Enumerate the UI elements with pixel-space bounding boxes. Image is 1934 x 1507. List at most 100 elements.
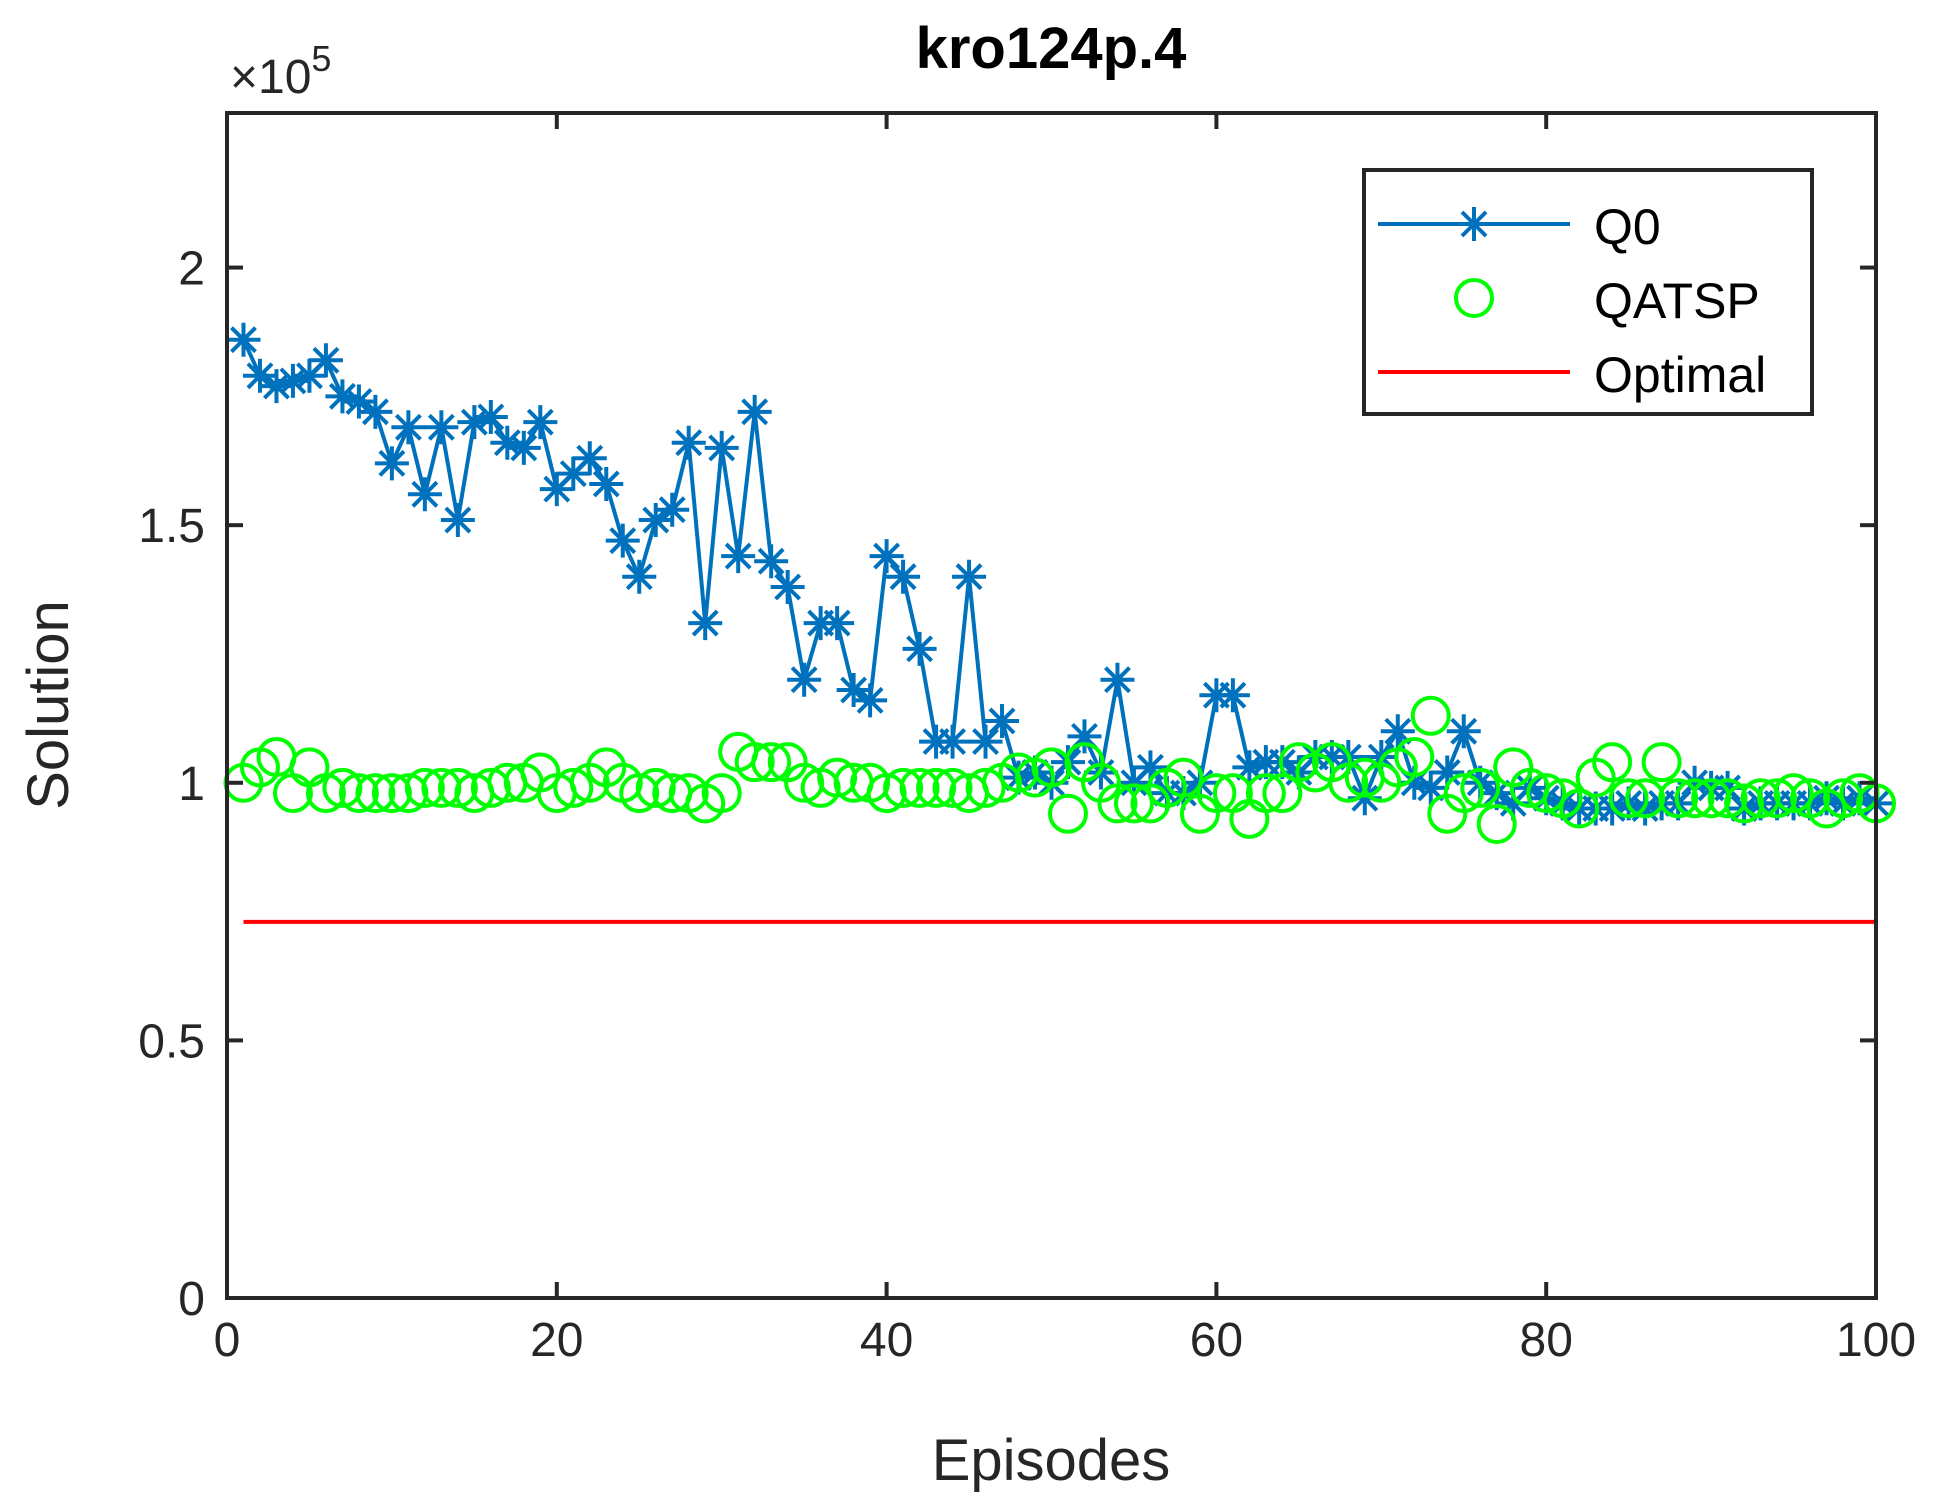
series-qatsp-point	[635, 767, 676, 808]
series-q0-point	[671, 425, 706, 460]
series-q0-point	[1430, 755, 1465, 790]
x-tick-label: 80	[1520, 1314, 1573, 1367]
series-q0-point	[308, 343, 343, 378]
series-q0-point-shape	[473, 399, 508, 434]
legend-q0-asterisk	[1457, 207, 1491, 241]
series-qatsp-point	[1245, 773, 1286, 814]
y-exponent-base: ×10	[230, 51, 311, 104]
series-qatsp-point	[1443, 773, 1484, 814]
series-q0-point-shape	[1347, 781, 1382, 816]
series-qatsp-point	[553, 767, 594, 808]
series-q0-point-shape	[407, 477, 442, 512]
series-q0-point-shape	[539, 472, 574, 507]
series-qatsp-point	[1410, 695, 1451, 736]
series-q0-point-shape	[622, 559, 657, 594]
series-q0-point	[589, 466, 624, 501]
series-q0-point-shape	[770, 570, 805, 604]
y-tick-label: 1.5	[138, 500, 205, 553]
series-q0-point	[737, 394, 772, 429]
series-q0-point-shape	[1496, 786, 1531, 821]
series-q0-point	[985, 703, 1020, 738]
series-q0-point	[292, 358, 327, 393]
series-qatsp-point	[1328, 762, 1369, 803]
series-qatsp-point	[1773, 773, 1814, 814]
series-q0-point	[1116, 765, 1151, 800]
series-q0-point-shape	[902, 631, 937, 666]
series-q0-point-shape	[655, 492, 690, 527]
series-q0-point	[391, 410, 426, 445]
series-qatsp-point	[1592, 742, 1633, 783]
series-qatsp-point	[1097, 783, 1138, 824]
series-q0-point	[1446, 714, 1481, 749]
series-qatsp-point	[866, 773, 907, 814]
series-q0-point-shape	[820, 606, 855, 641]
series-q0-point-shape	[556, 456, 591, 491]
y-tick-label: 0	[178, 1273, 205, 1326]
series-q0-point	[704, 430, 739, 465]
legend-q0-asterisk-shape	[1457, 207, 1491, 241]
series-q0-point-shape	[226, 322, 261, 357]
series-q0-point-shape	[968, 724, 1003, 759]
series-qatsp-point	[1047, 793, 1088, 834]
y-tick-label: 1	[178, 758, 205, 811]
series-q0-point-shape	[688, 606, 723, 641]
series-q0-point-shape	[440, 503, 475, 538]
series-qatsp-point	[1476, 804, 1517, 844]
series-qatsp-point	[817, 757, 858, 798]
series-q0-point-shape	[341, 384, 376, 419]
series-q0-point	[358, 394, 393, 429]
series-q0-point	[374, 446, 409, 481]
series-q0-point	[622, 559, 657, 594]
legend-qatsp-marker	[1454, 278, 1494, 318]
series-q0-point	[572, 441, 607, 476]
series-qatsp-point	[784, 762, 825, 803]
series-q0-point	[1133, 750, 1168, 785]
series-q0-point	[490, 425, 525, 460]
series-q0-point	[473, 399, 508, 434]
series-qatsp-point	[998, 752, 1039, 793]
series-qatsp-markers	[223, 695, 1896, 844]
y-exponent-power: 5	[311, 38, 331, 79]
series-q0-point-shape	[325, 379, 360, 414]
series-qatsp-point	[371, 773, 412, 814]
y-tick-label: 2	[178, 243, 205, 296]
y-axis-label: Solution	[16, 600, 81, 810]
series-qatsp-point	[916, 767, 957, 808]
series-qatsp-point	[734, 742, 775, 783]
series-qatsp-point	[437, 767, 478, 808]
series-qatsp-point	[1691, 778, 1732, 819]
series-qatsp-point	[1262, 773, 1303, 814]
series-q0-point-shape	[259, 369, 294, 404]
series-q0-point	[836, 673, 871, 708]
series-qatsp-point	[322, 767, 363, 808]
series-qatsp-point	[1707, 778, 1748, 819]
series-qatsp-point	[1031, 747, 1072, 788]
series-q0-point-shape	[787, 662, 822, 697]
x-tick-label: 0	[214, 1314, 241, 1367]
series-q0-point	[1413, 770, 1448, 805]
series-q0-point-shape	[1116, 765, 1151, 800]
series-q0-point	[935, 724, 970, 759]
x-tick-label: 20	[530, 1314, 583, 1367]
series-q0-point	[1347, 781, 1382, 816]
series-q0-point	[688, 606, 723, 641]
series-q0-point-shape	[721, 539, 756, 574]
series-q0-point-shape	[704, 430, 739, 465]
chart-title: kro124p.4	[916, 16, 1187, 81]
series-q0-point-shape	[671, 425, 706, 460]
series-q0-point	[424, 410, 459, 445]
series-q0-point	[226, 322, 261, 357]
series-q0-point-shape	[886, 559, 921, 594]
series-q0-point	[655, 492, 690, 527]
series-qatsp-point	[1113, 783, 1154, 824]
series-q0-point-shape	[308, 343, 343, 378]
series-qatsp-point	[883, 767, 924, 808]
series-qatsp-point	[619, 773, 660, 814]
legend-q0-label: Q0	[1594, 199, 1661, 255]
series-q0-point	[820, 606, 855, 641]
series-q0-point-shape	[1133, 750, 1168, 785]
legend-qatsp-label: QATSP	[1594, 273, 1760, 329]
series-qatsp-point	[305, 773, 346, 814]
series-q0-point-shape	[292, 358, 327, 393]
series-q0-point-shape	[1413, 770, 1448, 805]
